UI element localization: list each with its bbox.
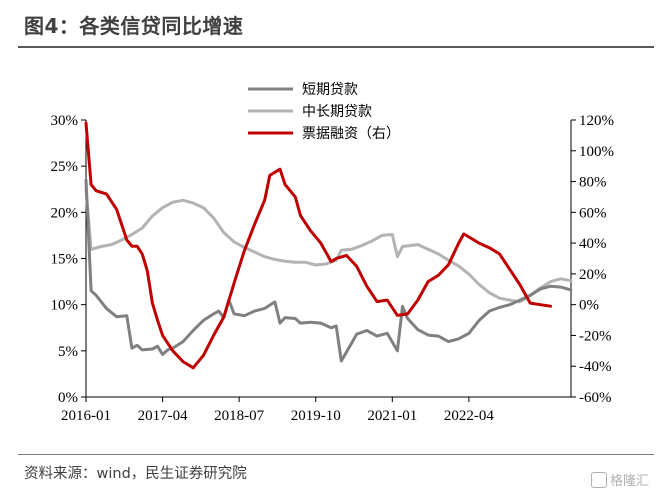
x-tick-label: 2018-07 xyxy=(214,408,264,424)
y-left-tick-label: 15% xyxy=(51,252,79,268)
y-right-tick-label: 80% xyxy=(579,175,607,191)
legend-label-2: 票据融资（右） xyxy=(302,126,400,142)
y-left-tick-label: 30% xyxy=(51,113,79,129)
legend-label-0: 短期贷款 xyxy=(302,82,358,98)
series-line-2 xyxy=(84,121,553,370)
footer-divider xyxy=(18,454,654,455)
page-title: 图4：各类信贷同比增速 xyxy=(24,14,244,38)
x-tick-label: 2021-01 xyxy=(367,408,417,424)
x-tick-label: 2019-10 xyxy=(291,408,341,424)
y-right-tick-label: 0% xyxy=(579,298,599,314)
y-right-tick-label: 120% xyxy=(579,113,614,129)
title-divider xyxy=(18,46,654,48)
y-left-tick-label: 10% xyxy=(51,298,79,314)
y-right-tick-label: 20% xyxy=(579,267,607,283)
y-right-tick-label: 100% xyxy=(579,144,614,160)
series-line-1 xyxy=(84,187,573,304)
y-left-tick-label: 0% xyxy=(58,390,78,406)
x-tick-label: 2016-01 xyxy=(61,408,111,424)
source-note: 资料来源：wind，民生证券研究院 xyxy=(24,466,247,482)
credit-growth-chart: 0% 5% 10% 15% 20% 25% 30% -60% -40% -20% 0% 20% 40% 6… xyxy=(51,82,615,424)
watermark: 格隆汇 xyxy=(591,470,649,489)
y-left-tick-label: 20% xyxy=(51,205,79,221)
watermark-text: 格隆汇 xyxy=(610,474,650,489)
y-right-tick-label: -40% xyxy=(579,359,612,375)
chart-series xyxy=(84,121,573,370)
y-left-tick-label: 25% xyxy=(51,159,79,175)
chart-axes: 0% 5% 10% 15% 20% 25% 30% -60% -40% -20% 0% 20% 40% 6… xyxy=(51,113,615,424)
y-right-tick-label: -20% xyxy=(579,328,612,344)
y-left-tick-label: 5% xyxy=(58,344,78,360)
watermark-logo-icon xyxy=(591,472,607,488)
y-right-tick-label: 40% xyxy=(579,236,607,252)
x-tick-label: 2022-04 xyxy=(444,408,494,424)
series-line-0 xyxy=(84,178,573,363)
y-right-tick-label: 60% xyxy=(579,205,607,221)
x-tick-label: 2017-04 xyxy=(138,408,188,424)
legend-label-1: 中长期贷款 xyxy=(302,104,372,120)
y-right-tick-label: -60% xyxy=(579,390,612,406)
